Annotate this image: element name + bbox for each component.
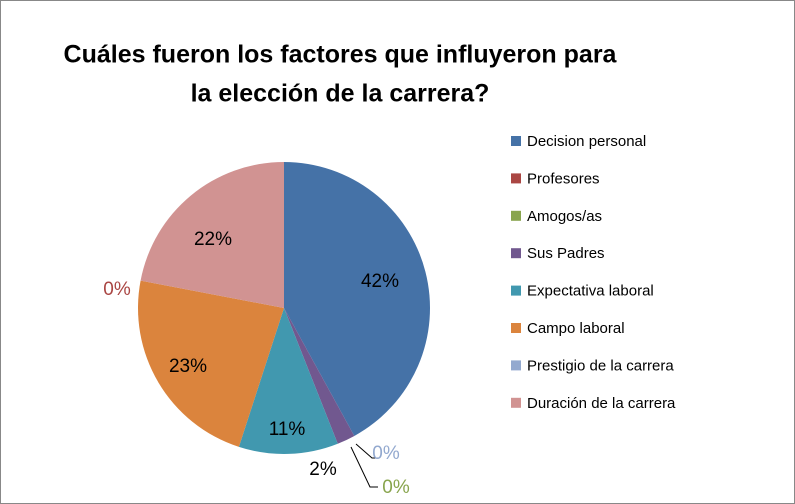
legend-swatch xyxy=(511,397,521,408)
legend-label: Sus Padres xyxy=(527,245,605,262)
legend-swatch xyxy=(511,173,521,184)
pie-slice xyxy=(238,308,338,454)
pie-slice xyxy=(284,308,355,444)
legend-label: Profesores xyxy=(527,170,600,187)
legend-swatch xyxy=(511,136,521,146)
chart-title: Cuáles fueron los factores que influyero… xyxy=(64,41,618,69)
chart-title: la elección de la carrera? xyxy=(191,80,490,108)
legend-label: Campo laboral xyxy=(527,320,625,337)
data-label: 22% xyxy=(194,229,232,250)
leader-line xyxy=(350,446,378,488)
leader-line xyxy=(355,443,378,459)
data-label: 23% xyxy=(169,356,207,377)
legend-swatch xyxy=(511,210,521,221)
legend-swatch xyxy=(511,248,521,259)
legend-label: Expectativa laboral xyxy=(527,283,654,300)
legend-swatch xyxy=(511,323,521,333)
legend-swatch xyxy=(511,285,521,296)
pie-slice xyxy=(138,280,284,447)
data-label: 0% xyxy=(382,477,410,498)
legend-label: Duración de la carrera xyxy=(527,395,676,412)
data-label: 42% xyxy=(361,271,399,292)
legend-label: Prestigio de la carrera xyxy=(527,357,674,374)
pie-slice xyxy=(140,162,284,308)
legend-swatch xyxy=(511,360,521,371)
leader-lines xyxy=(350,443,378,488)
data-label: 2% xyxy=(309,459,337,480)
data-label: 0% xyxy=(103,279,131,300)
legend-label: Decision personal xyxy=(527,133,646,150)
pie-slice xyxy=(284,162,430,436)
data-label: 11% xyxy=(269,419,306,440)
legend-label: Amogos/as xyxy=(527,208,602,225)
data-label: 0% xyxy=(372,443,400,464)
